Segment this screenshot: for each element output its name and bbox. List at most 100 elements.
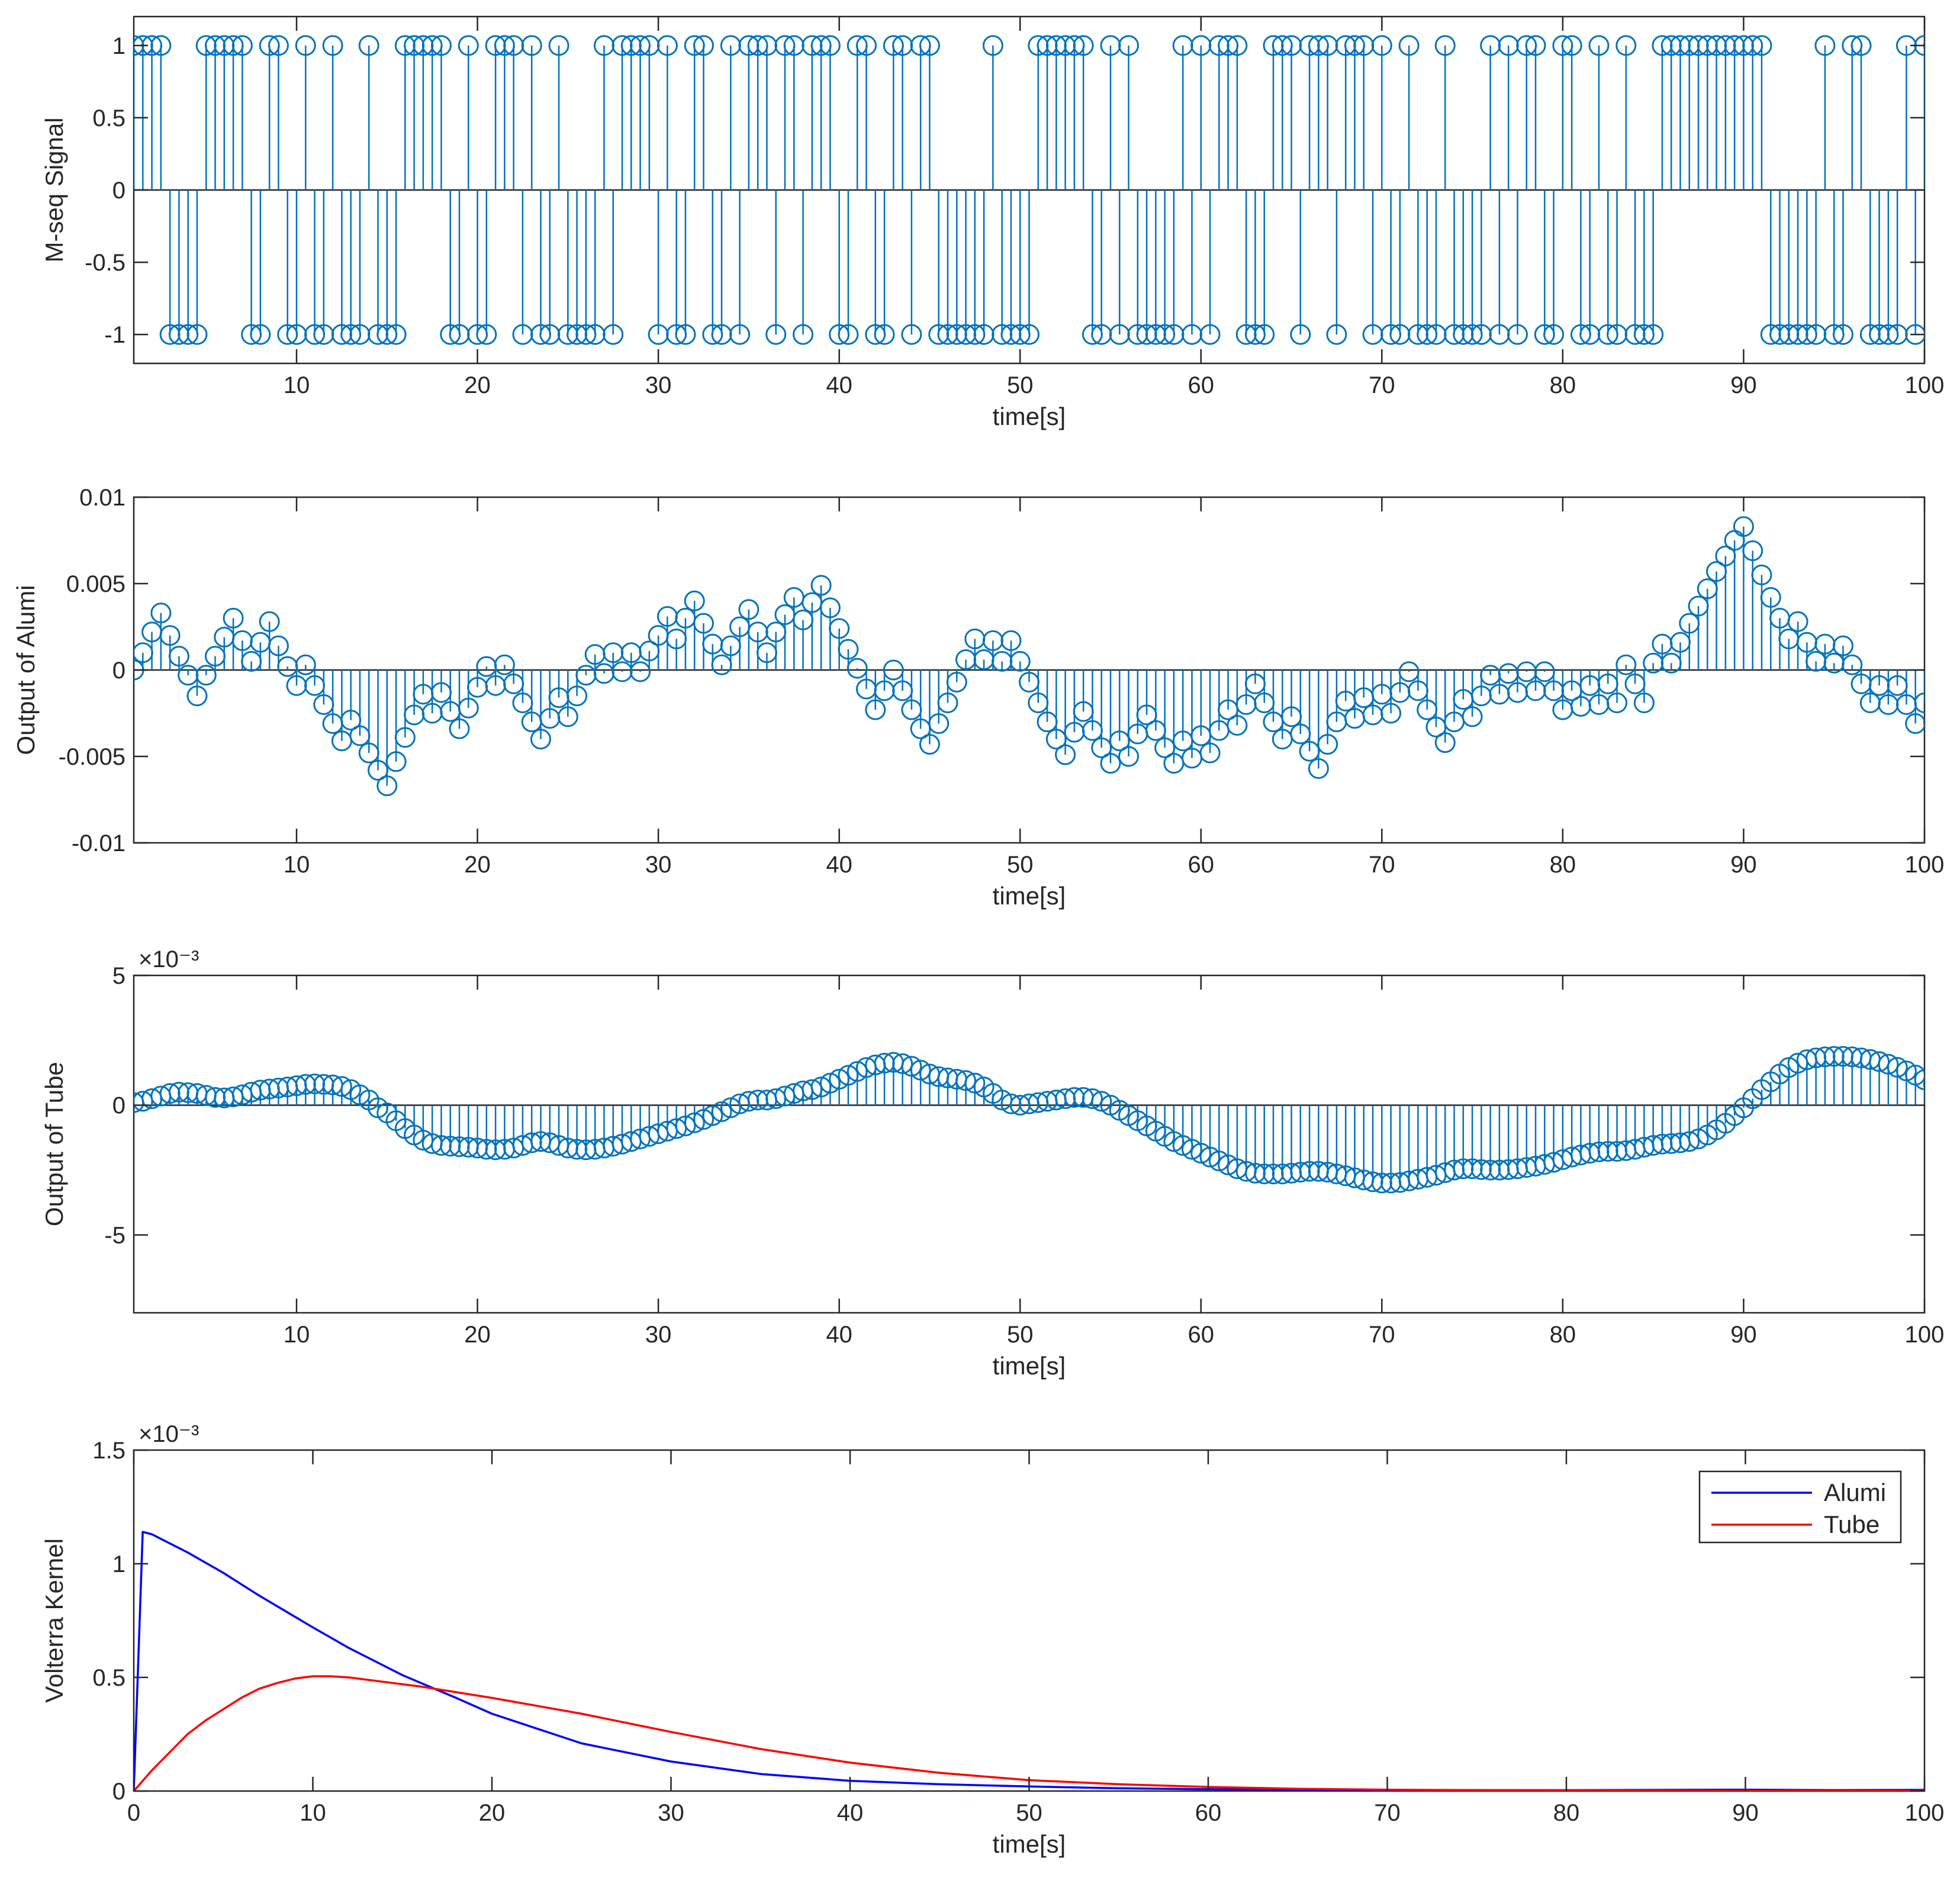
stem-marker <box>1760 587 1781 608</box>
x-tick-label: 70 <box>1369 1322 1395 1348</box>
x-axis-label: time[s] <box>993 1352 1066 1380</box>
stem-marker <box>1055 744 1076 765</box>
stem-marker <box>1688 1128 1709 1149</box>
stem-marker <box>1100 753 1121 774</box>
stem-marker <box>1833 635 1853 656</box>
y-tick-label: 0.01 <box>79 485 125 511</box>
x-tick-label: 60 <box>1195 1800 1222 1826</box>
stem-marker <box>1751 564 1772 585</box>
stem-marker <box>1434 35 1456 56</box>
stem-marker <box>1895 1060 1917 1081</box>
stem-marker <box>1914 692 1924 713</box>
stem-marker <box>376 775 398 797</box>
x-tick-label: 70 <box>1369 852 1395 878</box>
stem-marker <box>223 607 244 629</box>
x-tick-label: 0 <box>127 1800 140 1826</box>
stem-marker <box>1850 35 1872 56</box>
y-tick-label: 0 <box>112 178 125 204</box>
x-tick-label: 80 <box>1550 1322 1576 1348</box>
stem-marker <box>1073 35 1094 56</box>
stem-marker <box>693 613 714 634</box>
stem-marker <box>819 597 841 619</box>
stem-marker <box>1633 692 1655 713</box>
data-layer <box>134 1046 1960 1194</box>
y-tick-label: -0.005 <box>59 744 125 770</box>
stem-marker <box>268 35 289 56</box>
stem-marker <box>1290 324 1311 345</box>
stem-marker <box>476 324 497 345</box>
x-tick-label: 60 <box>1188 852 1215 878</box>
stem-marker <box>684 590 705 611</box>
x-tick-label: 90 <box>1730 852 1757 878</box>
stem-marker <box>1462 706 1483 727</box>
legend-box <box>1698 1470 1902 1544</box>
y-tick-label: 0.5 <box>92 105 125 131</box>
stem-marker <box>322 35 343 56</box>
stem-marker <box>838 639 859 660</box>
stem-marker <box>1607 692 1628 713</box>
x-tick-label: 90 <box>1730 1322 1757 1348</box>
stem-marker <box>358 35 379 56</box>
stem-marker <box>548 35 569 56</box>
y-tick-label: 5 <box>112 963 125 989</box>
stem-marker <box>856 35 877 56</box>
stem-marker <box>1398 35 1420 56</box>
x-tick-label: 30 <box>645 372 672 398</box>
stem-marker <box>494 654 515 675</box>
stem-marker <box>259 611 280 632</box>
x-axis-label: time[s] <box>993 882 1066 910</box>
y-tick-label: -5 <box>104 1222 125 1248</box>
stem-marker <box>1082 1088 1103 1109</box>
data-layer <box>134 1531 1924 1791</box>
stem-marker <box>430 35 452 56</box>
stem-marker <box>1643 324 1664 345</box>
stem-marker <box>168 646 189 667</box>
x-tick-label: 100 <box>1905 1322 1945 1348</box>
stem-marker <box>910 1059 931 1081</box>
stem-marker <box>964 1072 986 1094</box>
y-tick-label: 0.005 <box>66 571 125 597</box>
stem-marker <box>810 575 832 596</box>
stem-marker <box>1227 35 1248 56</box>
stem-marker <box>458 35 479 56</box>
stem-marker <box>268 635 289 656</box>
y-tick-label: -1 <box>104 322 125 348</box>
stem-marker <box>630 661 651 682</box>
y-tick-label: 0.5 <box>92 1665 125 1691</box>
x-tick-label: 100 <box>1905 852 1945 878</box>
stem-marker <box>865 699 886 720</box>
stem-marker <box>1751 35 1772 56</box>
stem-marker <box>195 665 217 686</box>
y-tick-label: -0.01 <box>72 830 125 856</box>
x-tick-label: 70 <box>1369 372 1395 398</box>
stem-marker <box>1525 35 1546 56</box>
stem-marker <box>1923 1079 1924 1090</box>
stem-marker <box>1942 325 1960 344</box>
stem-marker <box>1588 35 1610 56</box>
stem-marker <box>765 324 787 345</box>
stem-marker <box>1905 713 1924 735</box>
stem-marker <box>1923 717 1924 727</box>
stem-marker <box>159 625 181 646</box>
stem-marker <box>1951 36 1960 55</box>
stem-marker <box>1118 35 1140 56</box>
stem-marker <box>1878 1054 1899 1075</box>
stem-marker <box>458 697 479 719</box>
x-tick-label: 50 <box>1016 1800 1042 1826</box>
x-tick-label: 10 <box>300 1800 326 1826</box>
stem-marker <box>1561 35 1582 56</box>
stem-marker <box>1951 1089 1960 1108</box>
stem-marker <box>874 324 895 345</box>
axes-frame <box>133 974 1926 1314</box>
stem-marker <box>1615 35 1637 56</box>
stem-marker <box>1787 611 1808 632</box>
stem-marker <box>521 35 542 56</box>
stem-marker <box>928 713 950 735</box>
stem-marker <box>331 1076 352 1097</box>
y-exponent-label: ×10⁻³ <box>139 1421 199 1447</box>
stem-marker <box>1091 1091 1112 1112</box>
stem-marker <box>295 35 316 56</box>
stem-marker <box>955 1070 977 1091</box>
stem-marker <box>819 35 841 56</box>
